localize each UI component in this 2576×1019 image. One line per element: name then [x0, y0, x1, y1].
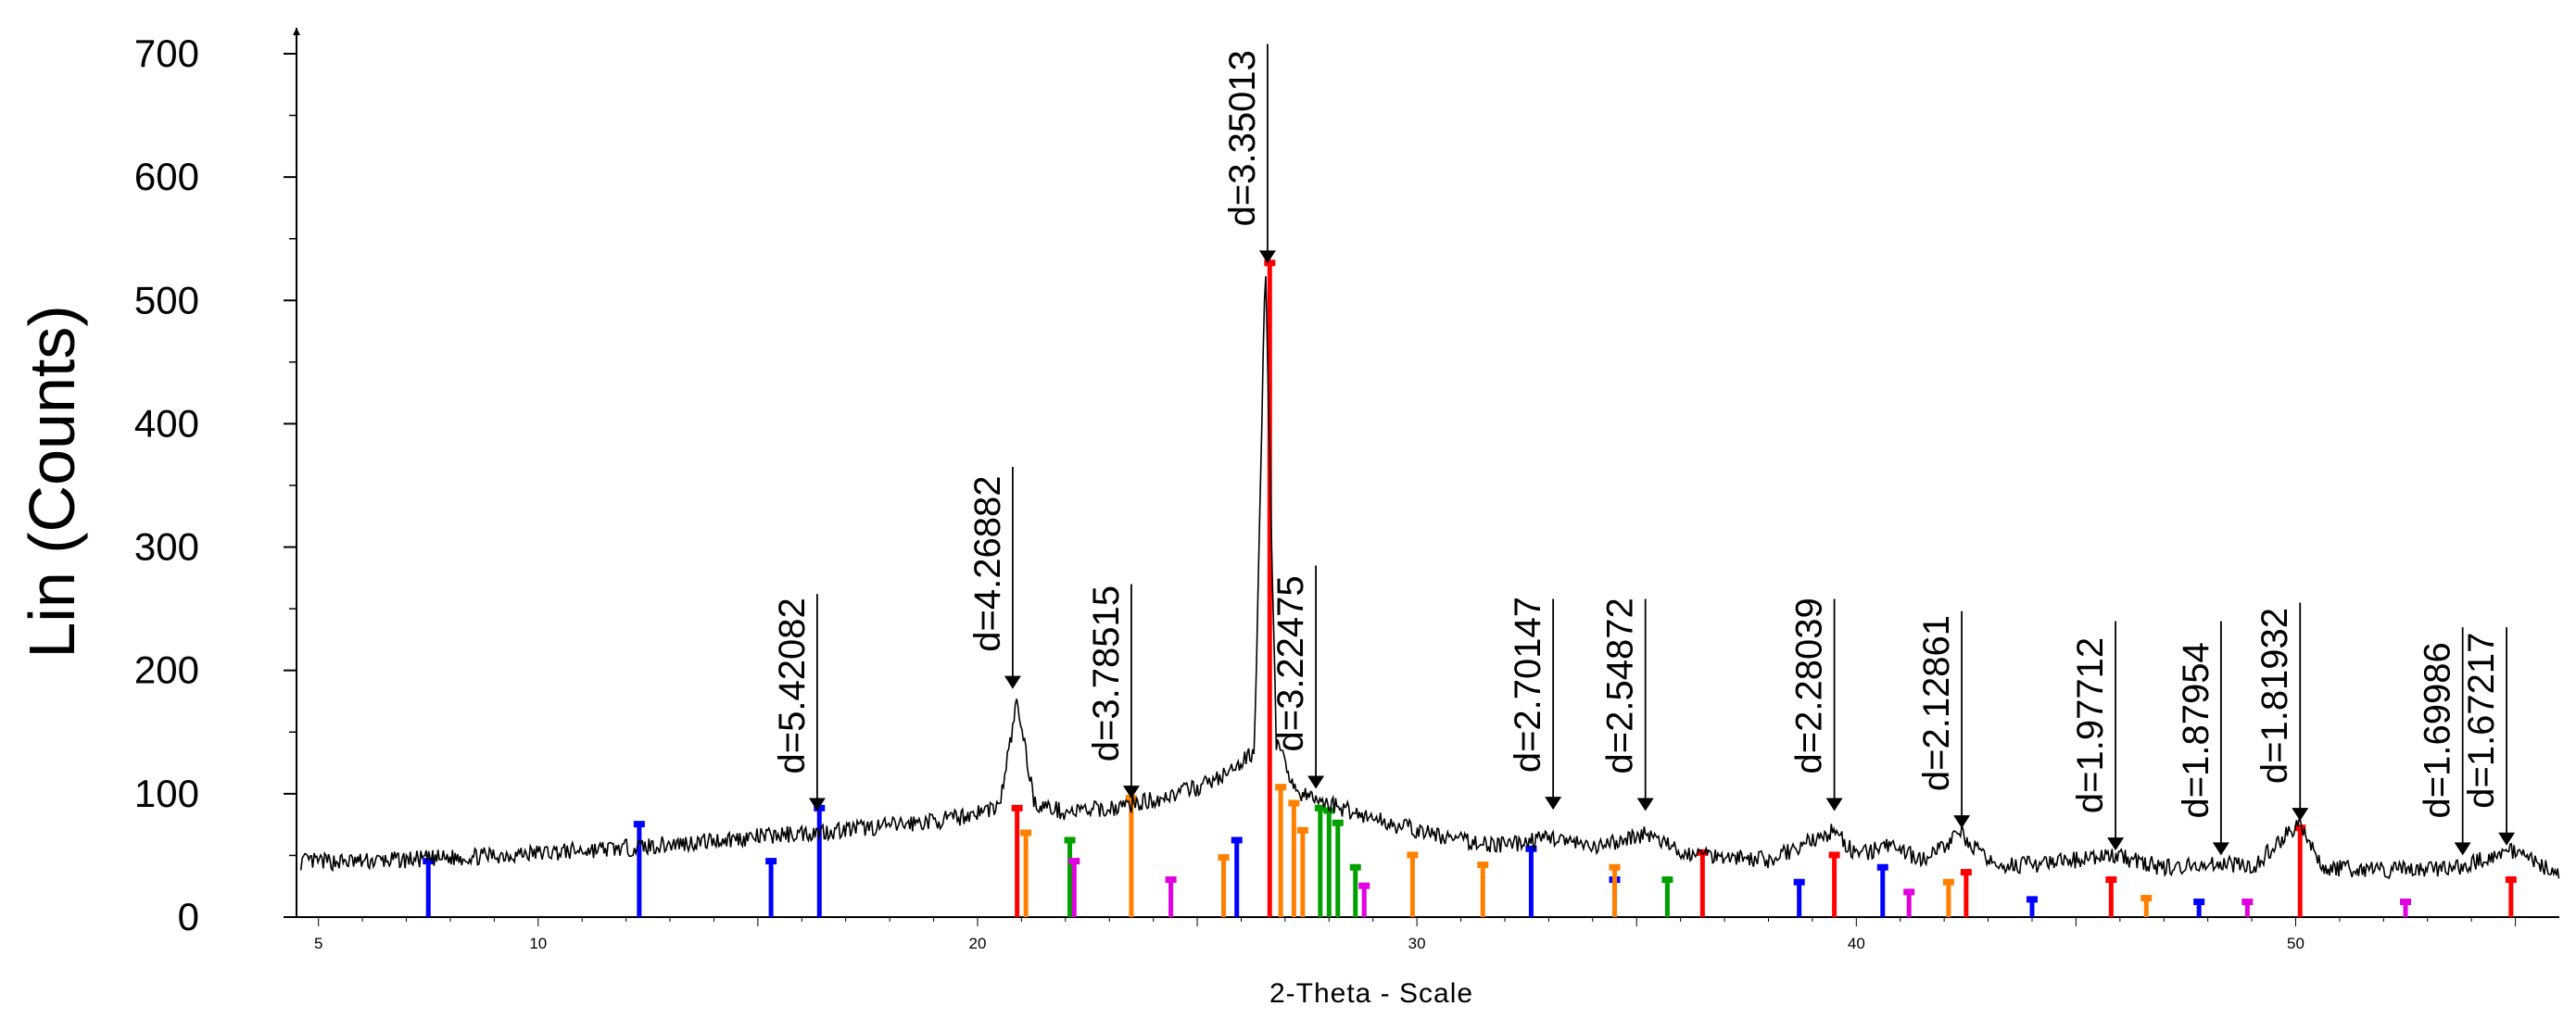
xrd-pattern-line: [299, 276, 2560, 880]
reference-stick-cap: [1064, 837, 1076, 844]
peak-d-label: d=2.28039: [1789, 598, 1830, 774]
peak-marker-arrow: [1953, 815, 1971, 829]
reference-stick-cap: [765, 858, 777, 865]
peak-marker-arrow: [2212, 842, 2229, 856]
peak-marker-arrow: [1122, 786, 1140, 799]
reference-stick-cap: [1793, 878, 1805, 886]
y-tick-label: 300: [134, 525, 199, 569]
reference-stick-cap: [1661, 876, 1673, 884]
peak-d-label: d=4.26882: [967, 475, 1008, 651]
reference-stick-cap: [2105, 876, 2117, 884]
reference-stick-cap: [1314, 804, 1326, 811]
reference-stick-cap: [1525, 845, 1537, 852]
reference-stick-cap: [1609, 863, 1621, 871]
reference-stick-cap: [1358, 882, 1370, 889]
reference-stick-cap: [1477, 862, 1489, 869]
y-tick-label: 400: [134, 401, 199, 445]
x-tick-label: 40: [1848, 935, 1865, 952]
peak-marker-arrow: [2292, 808, 2309, 822]
y-tick-label: 500: [134, 278, 199, 321]
peak-marker-arrow: [2107, 837, 2125, 851]
reference-stick-cap: [1407, 851, 1419, 859]
peak-d-label: d=3.78515: [1086, 585, 1127, 761]
reference-stick-cap: [1165, 876, 1177, 884]
reference-stick-cap: [2140, 895, 2153, 902]
y-axis-arrow: [293, 28, 300, 35]
reference-stick-cap: [2505, 876, 2517, 884]
reference-stick-cap: [1011, 804, 1023, 811]
peak-d-label: d=1.97712: [2070, 637, 2111, 813]
reference-stick-cap: [2294, 824, 2306, 832]
y-axis-title: Lin (Counts): [16, 305, 88, 658]
reference-stick-cap: [1020, 829, 1032, 837]
peak-d-label: d=1.87954: [2176, 642, 2216, 818]
peak-d-label: d=2.12861: [1916, 615, 1957, 791]
peak-marker-arrow: [2498, 832, 2516, 846]
peak-d-label: d=3.22475: [1270, 575, 1311, 751]
reference-stick-cap: [2026, 896, 2038, 903]
reference-stick-cap: [2241, 899, 2254, 906]
peak-d-label: d=2.70147: [1508, 597, 1548, 773]
x-tick-label: 30: [1408, 935, 1426, 952]
peak-marker-arrow: [808, 798, 826, 811]
peak-d-label: d=3.35013: [1222, 50, 1263, 226]
reference-stick-cap: [1275, 784, 1287, 791]
peak-d-label: d=5.42082: [772, 598, 813, 774]
y-tick-label: 100: [134, 772, 199, 815]
reference-stick-cap: [2400, 899, 2412, 906]
reference-stick-cap: [423, 858, 435, 865]
peak-d-label: d=2.54872: [1600, 598, 1641, 774]
reference-stick-cap: [1332, 819, 1344, 826]
reference-stick-cap: [1960, 869, 1972, 876]
x-tick-label: 50: [2287, 935, 2305, 952]
peak-marker-arrow: [1636, 798, 1654, 811]
reference-sticks: [423, 259, 2517, 917]
peak-marker-arrow: [1545, 797, 1562, 811]
x-tick-label: 20: [969, 935, 987, 952]
reference-stick-cap: [633, 821, 645, 828]
peak-d-label: d=1.81932: [2254, 608, 2295, 784]
reference-stick-cap: [1828, 851, 1840, 859]
peak-d-label: d=1.67217: [2461, 633, 2502, 809]
peak-marker-arrow: [2454, 842, 2471, 856]
reference-stick-cap: [1264, 259, 1276, 267]
reference-stick-cap: [2193, 899, 2205, 906]
peak-marker-arrow: [1004, 675, 1021, 689]
reference-stick-cap: [1231, 837, 1243, 844]
reference-stick-cap: [1218, 854, 1230, 862]
peak-labels: d=5.42082 d=4.26882 d=3.78515 d=3.35013 d=3.…: [772, 44, 2516, 856]
x-tick-label: 10: [529, 935, 547, 952]
reference-stick-cap: [1349, 863, 1361, 871]
y-tick-label: 200: [134, 648, 199, 692]
reference-stick-cap: [1697, 849, 1709, 856]
pattern-group: [299, 276, 2560, 880]
peak-marker-arrow: [1825, 798, 1843, 811]
reference-stick-cap: [1068, 858, 1080, 865]
y-tick-label: 0: [178, 895, 199, 938]
y-tick-label: 700: [134, 31, 199, 75]
x-tick-label: 5: [314, 935, 322, 952]
y-tick-label: 600: [134, 155, 199, 198]
reference-stick-cap: [1296, 826, 1308, 834]
x-axis-title: 2-Theta - Scale: [1269, 978, 1473, 1009]
reference-stick-cap: [1876, 863, 1888, 871]
peak-d-label: d=1.69986: [2418, 642, 2458, 818]
reference-stick-cap: [814, 804, 826, 811]
axes-group: 0 100 200 300 400 500 600 700 5 10 20 30 40 50: [134, 28, 2559, 952]
reference-stick-cap: [1903, 888, 1915, 896]
peak-marker-arrow: [1307, 775, 1325, 789]
reference-stick-cap: [1942, 878, 1954, 886]
reference-stick-cap: [1288, 799, 1300, 807]
peak-marker-arrow: [1258, 250, 1276, 264]
